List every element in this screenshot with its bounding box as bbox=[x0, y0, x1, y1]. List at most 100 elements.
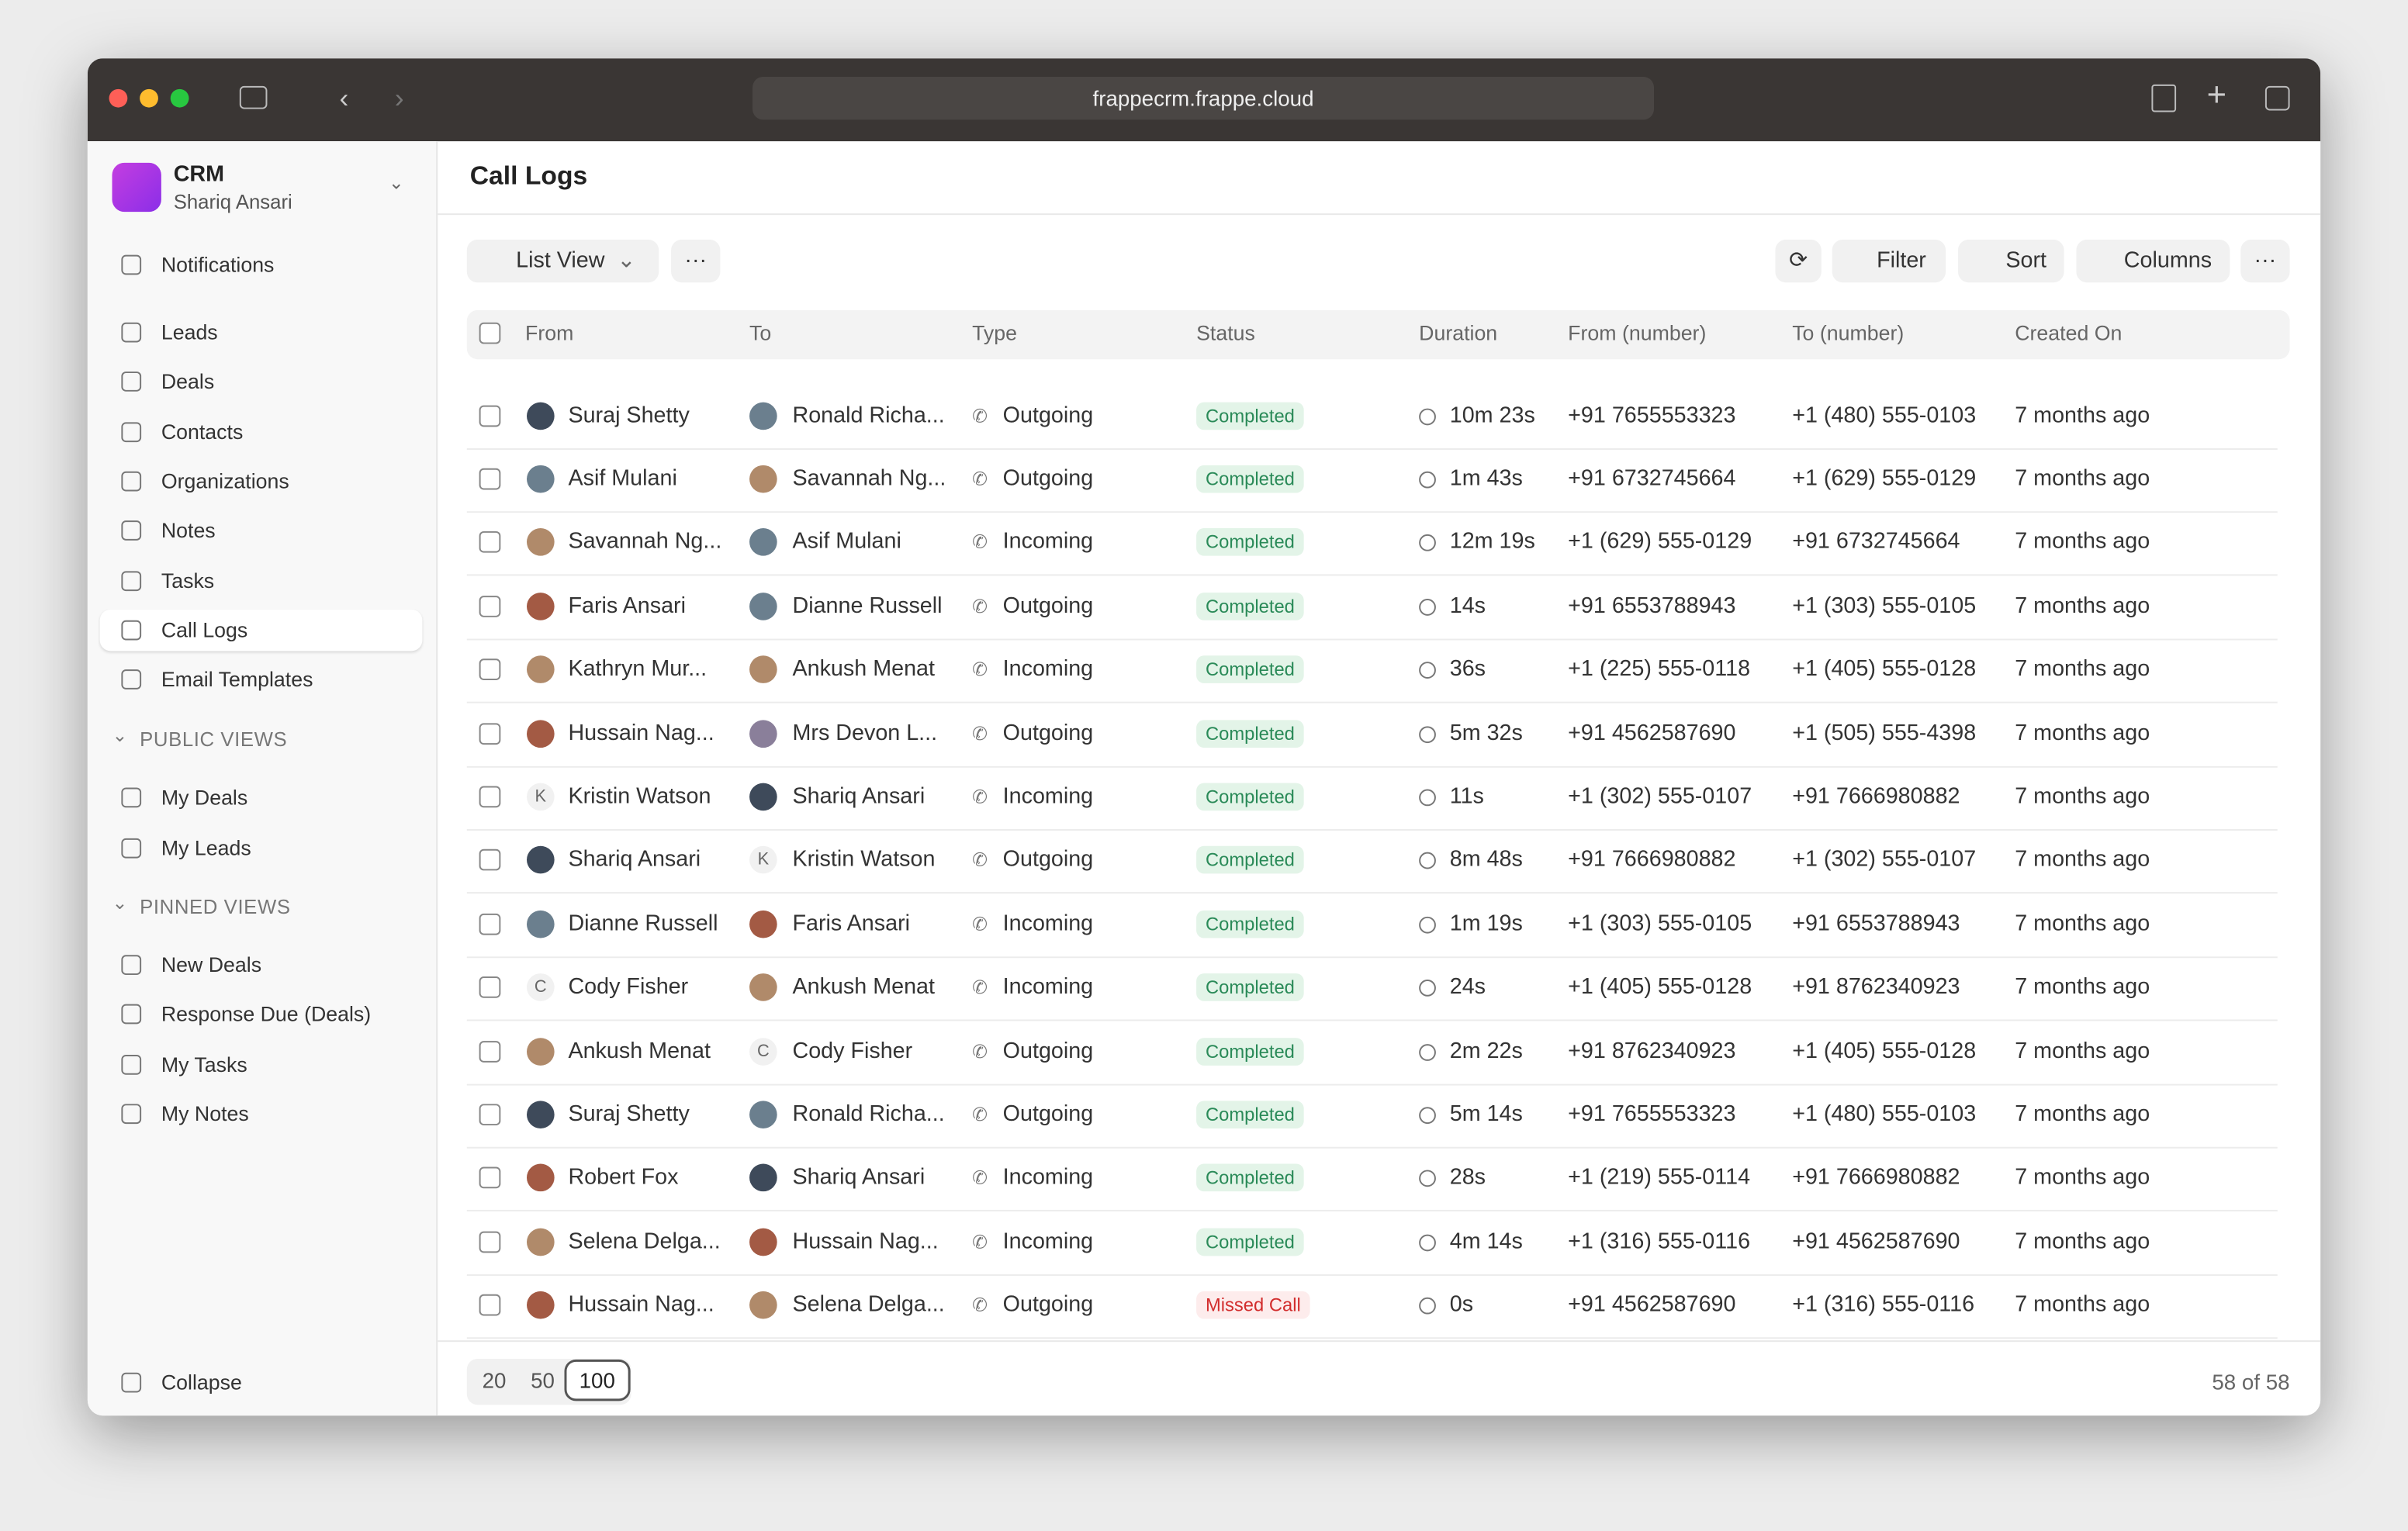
row-checkbox[interactable] bbox=[479, 913, 501, 935]
view-selector[interactable]: List View ⌄ bbox=[466, 239, 659, 283]
table-row[interactable] bbox=[466, 893, 2278, 958]
sidebar-toggle[interactable] bbox=[239, 85, 268, 109]
nav-item[interactable]: My Leads bbox=[100, 827, 423, 868]
forward-button[interactable]: › bbox=[394, 82, 404, 114]
to-number: +91 7666980882 bbox=[1792, 784, 1960, 810]
row-checkbox[interactable] bbox=[479, 1104, 501, 1125]
nav-icon bbox=[121, 570, 142, 591]
table-row[interactable] bbox=[466, 1274, 2278, 1339]
nav-item[interactable]: Notifications bbox=[100, 244, 423, 285]
table-row[interactable] bbox=[466, 575, 2278, 640]
back-button[interactable]: ‹ bbox=[339, 82, 349, 114]
created-on: 7 months ago bbox=[2015, 975, 2150, 1000]
nav-item[interactable]: Collapse bbox=[100, 1362, 423, 1403]
avatar bbox=[527, 1291, 555, 1319]
nav-item[interactable]: My Tasks bbox=[100, 1044, 423, 1085]
row-checkbox[interactable] bbox=[479, 1040, 501, 1062]
new-tab-button[interactable]: + bbox=[2206, 75, 2227, 114]
filter-button[interactable]: Filter bbox=[1832, 239, 1946, 283]
to-name: Dianne Russell bbox=[792, 593, 943, 619]
table-row[interactable] bbox=[466, 1083, 2278, 1149]
row-checkbox[interactable] bbox=[479, 976, 501, 998]
section-title[interactable]: PINNED VIEWS bbox=[140, 895, 291, 918]
table-row[interactable] bbox=[466, 766, 2278, 831]
nav-item[interactable]: Notes bbox=[100, 510, 423, 551]
nav-item[interactable]: Deals bbox=[100, 361, 423, 403]
page-size-button[interactable]: 50 bbox=[531, 1367, 555, 1393]
row-checkbox[interactable] bbox=[479, 595, 501, 617]
row-checkbox[interactable] bbox=[479, 1231, 501, 1253]
table-row[interactable] bbox=[466, 512, 2278, 576]
row-checkbox[interactable] bbox=[479, 786, 501, 808]
clock-icon bbox=[1419, 852, 1436, 870]
column-header[interactable]: To bbox=[749, 321, 772, 345]
account-dropdown[interactable]: ⌄ bbox=[388, 171, 404, 194]
column-header[interactable]: From (number) bbox=[1568, 321, 1707, 345]
row-checkbox[interactable] bbox=[479, 531, 501, 554]
close-button[interactable] bbox=[109, 88, 128, 108]
column-header[interactable]: Created On bbox=[2015, 321, 2123, 345]
nav-label: Notes bbox=[161, 519, 216, 543]
row-checkbox[interactable] bbox=[479, 468, 501, 490]
avatar bbox=[527, 1037, 555, 1065]
table-row[interactable] bbox=[466, 830, 2278, 894]
select-all-checkbox[interactable] bbox=[479, 322, 501, 344]
address-bar[interactable]: frappecrm.frappe.cloud bbox=[752, 76, 1655, 120]
avatar bbox=[749, 401, 777, 430]
clock-icon bbox=[1419, 662, 1436, 679]
sort-button[interactable]: Sort bbox=[1957, 239, 2064, 283]
page-title: Call Logs bbox=[469, 161, 588, 191]
nav-item[interactable]: My Deals bbox=[100, 777, 423, 818]
more-button[interactable]: ··· bbox=[671, 239, 721, 283]
column-header[interactable]: From bbox=[525, 321, 574, 345]
table-row[interactable] bbox=[466, 956, 2278, 1021]
share-button[interactable] bbox=[2151, 84, 2177, 112]
row-checkbox[interactable] bbox=[479, 722, 501, 745]
section-title[interactable]: PUBLIC VIEWS bbox=[140, 727, 288, 752]
from-number: +91 6732745664 bbox=[1568, 466, 1736, 492]
nav-icon bbox=[121, 421, 142, 442]
row-checkbox[interactable] bbox=[479, 849, 501, 872]
column-header[interactable]: Duration bbox=[1419, 321, 1498, 345]
nav-item[interactable]: Contacts bbox=[100, 411, 423, 452]
refresh-button[interactable]: ⟳ bbox=[1775, 239, 1822, 283]
minimize-button[interactable] bbox=[140, 88, 158, 108]
options-button[interactable]: ··· bbox=[2240, 239, 2290, 283]
nav-item[interactable]: Organizations bbox=[100, 461, 423, 502]
user-name[interactable]: Shariq Ansari bbox=[173, 190, 292, 214]
nav-label: Notifications bbox=[161, 253, 275, 277]
from-number: +1 (303) 555-0105 bbox=[1568, 911, 1752, 936]
table-row[interactable] bbox=[466, 1020, 2278, 1085]
created-on: 7 months ago bbox=[2015, 403, 2150, 428]
nav-item[interactable]: New Deals bbox=[100, 944, 423, 985]
nav-item[interactable]: Leads bbox=[100, 312, 423, 353]
row-checkbox[interactable] bbox=[479, 1167, 501, 1189]
table-row[interactable] bbox=[466, 1211, 2278, 1276]
call-type: Incoming bbox=[1002, 1229, 1094, 1254]
app-name[interactable]: CRM bbox=[173, 162, 225, 188]
to-number: +1 (480) 555-0103 bbox=[1792, 403, 1977, 428]
table-row[interactable] bbox=[466, 1147, 2278, 1212]
row-checkbox[interactable] bbox=[479, 658, 501, 681]
row-checkbox[interactable] bbox=[479, 1294, 501, 1316]
table-row[interactable] bbox=[466, 385, 2278, 450]
nav-item[interactable]: Response Due (Deals) bbox=[100, 994, 423, 1035]
page-size-button[interactable]: 100 bbox=[566, 1361, 628, 1399]
column-header[interactable]: Type bbox=[972, 321, 1018, 345]
column-header[interactable]: To (number) bbox=[1792, 321, 1905, 345]
row-checkbox[interactable] bbox=[479, 404, 501, 427]
page-size-button[interactable]: 20 bbox=[482, 1367, 507, 1393]
call-icon: ✆ bbox=[972, 976, 988, 998]
column-header[interactable]: Status bbox=[1196, 321, 1255, 345]
nav-item[interactable]: Email Templates bbox=[100, 658, 423, 700]
nav-item[interactable]: Tasks bbox=[100, 560, 423, 601]
tabs-button[interactable] bbox=[2264, 85, 2290, 111]
zoom-button[interactable] bbox=[170, 88, 189, 108]
columns-button[interactable]: Columns bbox=[2076, 239, 2230, 283]
table-row[interactable] bbox=[466, 448, 2278, 513]
table-row[interactable] bbox=[466, 639, 2278, 703]
nav-item[interactable]: Call Logs bbox=[99, 609, 423, 651]
nav-item[interactable]: My Notes bbox=[100, 1094, 423, 1135]
to-name: Savannah Ng... bbox=[792, 466, 946, 492]
table-row[interactable] bbox=[466, 703, 2278, 767]
